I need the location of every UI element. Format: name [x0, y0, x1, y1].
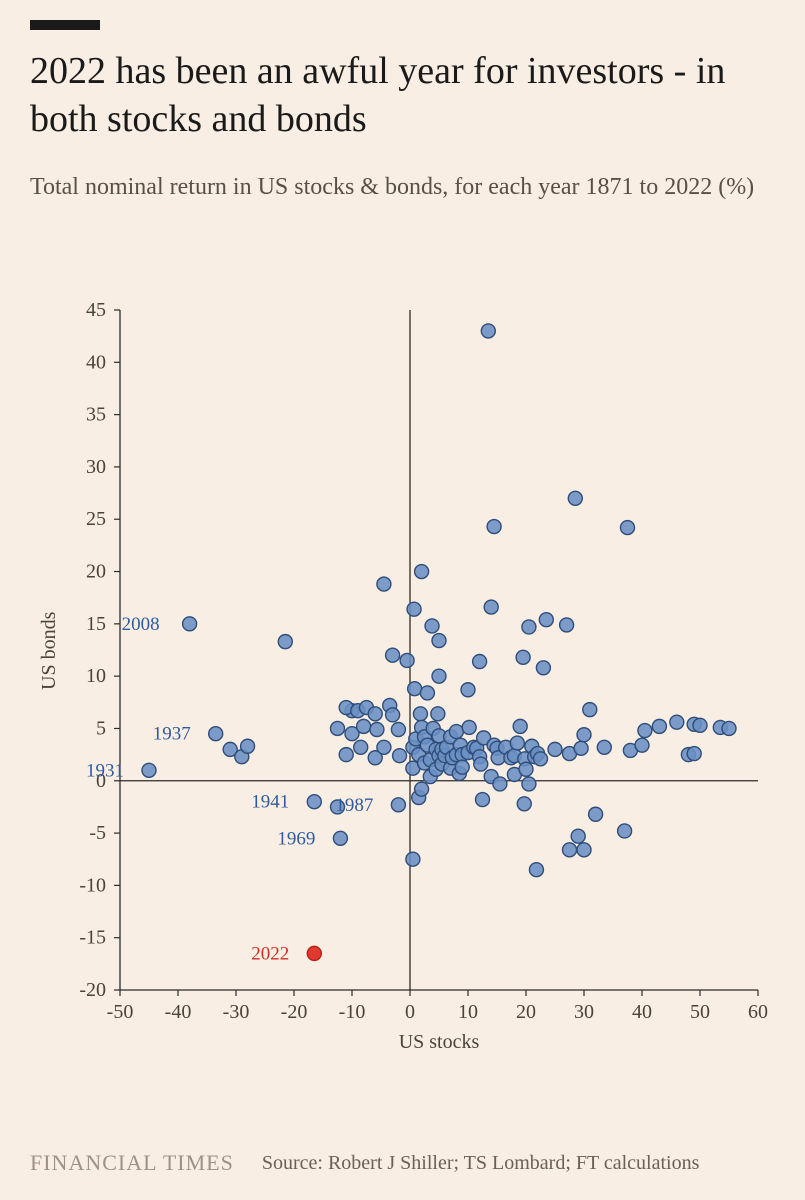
svg-text:1931: 1931	[86, 760, 124, 781]
svg-text:40: 40	[632, 1001, 652, 1023]
svg-text:-40: -40	[165, 1001, 192, 1023]
svg-text:1969: 1969	[277, 828, 315, 849]
svg-text:-5: -5	[89, 822, 106, 844]
svg-text:-10: -10	[339, 1001, 366, 1023]
svg-text:30: 30	[574, 1001, 594, 1023]
y-axis-label: US bonds	[38, 612, 61, 690]
svg-text:45: 45	[86, 300, 106, 321]
source-citation: Source: Robert J Shiller; TS Lombard; FT…	[262, 1150, 700, 1176]
svg-text:-50: -50	[107, 1001, 134, 1023]
svg-text:-10: -10	[79, 874, 106, 896]
svg-text:15: 15	[86, 613, 106, 635]
svg-text:5: 5	[96, 717, 106, 739]
svg-text:2022: 2022	[251, 943, 289, 964]
svg-text:1937: 1937	[153, 724, 191, 745]
svg-text:-20: -20	[281, 1001, 308, 1023]
svg-text:35: 35	[86, 404, 106, 426]
publisher-logo: FINANCIAL TIMES	[30, 1150, 234, 1176]
svg-text:2008: 2008	[122, 614, 160, 635]
svg-text:-30: -30	[223, 1001, 250, 1023]
svg-text:US stocks: US stocks	[399, 1031, 480, 1053]
svg-text:20: 20	[86, 561, 106, 583]
svg-text:20: 20	[516, 1001, 536, 1023]
svg-text:40: 40	[86, 351, 106, 373]
svg-text:50: 50	[690, 1001, 710, 1023]
svg-text:-20: -20	[79, 979, 106, 1001]
svg-text:10: 10	[86, 665, 106, 687]
svg-text:25: 25	[86, 508, 106, 530]
chart-title: 2022 has been an awful year for investor…	[30, 48, 775, 143]
chart-subtitle: Total nominal return in US stocks & bond…	[30, 171, 775, 203]
svg-text:60: 60	[748, 1001, 768, 1023]
header-accent-bar	[30, 20, 100, 30]
svg-text:0: 0	[405, 1001, 415, 1023]
svg-text:30: 30	[86, 456, 106, 478]
svg-text:1987: 1987	[335, 795, 373, 816]
scatter-plot: -20-15-10-5051015202530354045-50-40-30-2…	[30, 300, 770, 1060]
svg-text:-15: -15	[79, 927, 106, 949]
svg-text:10: 10	[458, 1001, 478, 1023]
svg-text:1941: 1941	[251, 792, 289, 813]
